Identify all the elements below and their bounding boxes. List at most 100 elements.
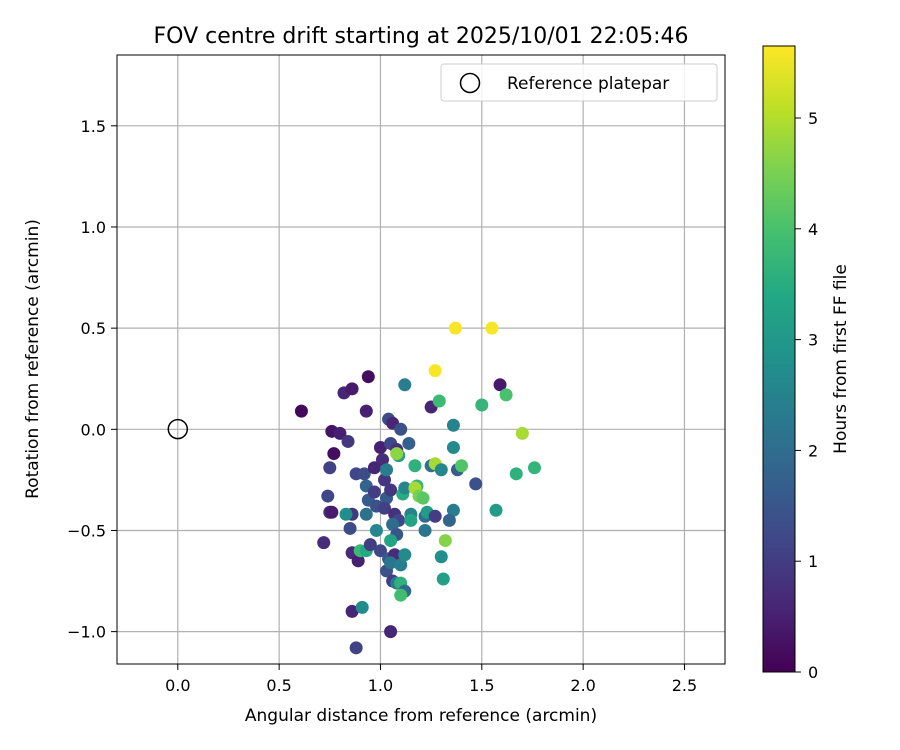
- data-point: [448, 321, 462, 335]
- data-point: [408, 459, 422, 473]
- data-point: [384, 625, 398, 639]
- y-axis-label: Rotation from reference (arcmin): [23, 219, 43, 499]
- y-tick-label: 1.5: [81, 117, 106, 136]
- data-point: [343, 521, 357, 535]
- data-point: [428, 364, 442, 378]
- data-point: [369, 523, 383, 537]
- colorbar-ticks: 0 1 2 3 4 5: [795, 109, 818, 682]
- legend-label: Reference platepar: [507, 74, 669, 94]
- data-point: [367, 485, 381, 499]
- chart-title: FOV centre drift starting at 2025/10/01 …: [154, 24, 689, 49]
- data-point: [469, 477, 483, 491]
- plot-frame: [116, 54, 726, 665]
- x-tick-label: 0.0: [165, 676, 190, 695]
- data-point: [357, 467, 371, 481]
- colorbar-tick-label: 5: [808, 109, 818, 128]
- data-point: [384, 483, 398, 497]
- data-point: [455, 459, 469, 473]
- data-point: [384, 534, 398, 548]
- data-point: [402, 436, 416, 450]
- data-point: [373, 441, 387, 455]
- legend-open-circle-icon: [459, 72, 481, 94]
- data-point: [489, 503, 503, 517]
- y-tick-label: 0.0: [81, 420, 106, 439]
- data-point: [373, 544, 387, 558]
- data-point: [359, 507, 373, 521]
- data-point: [527, 461, 541, 475]
- data-point: [436, 572, 450, 586]
- colorbar-tick-label: 2: [808, 441, 818, 460]
- colorbar-tick-label: 4: [808, 220, 818, 239]
- colorbar-gradient: [762, 45, 796, 673]
- data-point: [317, 536, 331, 550]
- data-point: [349, 641, 363, 655]
- data-point: [398, 548, 412, 562]
- data-point: [345, 604, 359, 618]
- data-point: [394, 558, 408, 572]
- y-tick-label: −0.5: [67, 521, 106, 540]
- data-point: [390, 447, 404, 461]
- data-point: [321, 489, 335, 503]
- data-point: [432, 394, 446, 408]
- grid: [117, 55, 725, 664]
- x-tick-label: 1.0: [368, 676, 393, 695]
- data-point: [442, 513, 456, 527]
- data-points: [294, 321, 541, 655]
- data-point: [446, 441, 460, 455]
- data-point: [475, 398, 489, 412]
- data-point: [351, 554, 365, 568]
- x-tick-label: 1.5: [469, 676, 494, 695]
- data-point: [359, 404, 373, 418]
- colorbar: 0 1 2 3 4 5 Hours from first FF file: [762, 45, 851, 682]
- y-tick-label: −1.0: [67, 623, 106, 642]
- data-point: [394, 422, 408, 436]
- data-point: [434, 463, 448, 477]
- data-point: [515, 426, 529, 440]
- data-point: [499, 388, 513, 402]
- data-point: [361, 370, 375, 384]
- data-point: [345, 382, 359, 396]
- data-point: [386, 517, 400, 531]
- y-tick-label: 1.0: [81, 218, 106, 237]
- reference-platepar-marker: [167, 418, 189, 440]
- data-point: [323, 461, 337, 475]
- data-point: [378, 473, 392, 487]
- x-tick-label: 2.5: [672, 676, 697, 695]
- data-point: [355, 600, 369, 614]
- data-point: [493, 378, 507, 392]
- data-point: [294, 404, 308, 418]
- data-point: [509, 467, 523, 481]
- colorbar-tick-label: 1: [808, 552, 818, 571]
- x-tick-label: 0.5: [266, 676, 291, 695]
- legend: Reference platepar: [440, 63, 718, 102]
- data-point: [375, 453, 389, 467]
- data-point: [384, 556, 398, 570]
- colorbar-tick-label: 3: [808, 331, 818, 350]
- data-point: [367, 461, 381, 475]
- data-point: [394, 588, 408, 602]
- data-point: [446, 503, 460, 517]
- x-axis-ticks: 0.0 0.5 1.0 1.5 2.0 2.5: [165, 664, 697, 695]
- data-point: [418, 523, 432, 537]
- legend-box: [440, 63, 718, 102]
- y-tick-label: 0.5: [81, 319, 106, 338]
- data-point: [333, 426, 347, 440]
- data-point: [398, 481, 412, 495]
- data-point: [438, 534, 452, 548]
- data-point: [327, 447, 341, 461]
- data-point: [434, 550, 448, 564]
- data-point: [428, 509, 442, 523]
- data-point: [325, 505, 339, 519]
- x-axis-label: Angular distance from reference (arcmin): [245, 706, 597, 726]
- data-point: [446, 418, 460, 432]
- data-point: [380, 463, 394, 477]
- x-tick-label: 2.0: [570, 676, 595, 695]
- data-point: [404, 513, 418, 527]
- data-point: [378, 501, 392, 515]
- y-axis-ticks: −1.0 −0.5 0.0 0.5 1.0 1.5: [67, 117, 117, 642]
- colorbar-label: Hours from first FF file: [831, 264, 851, 454]
- data-point: [363, 538, 377, 552]
- data-point: [398, 378, 412, 392]
